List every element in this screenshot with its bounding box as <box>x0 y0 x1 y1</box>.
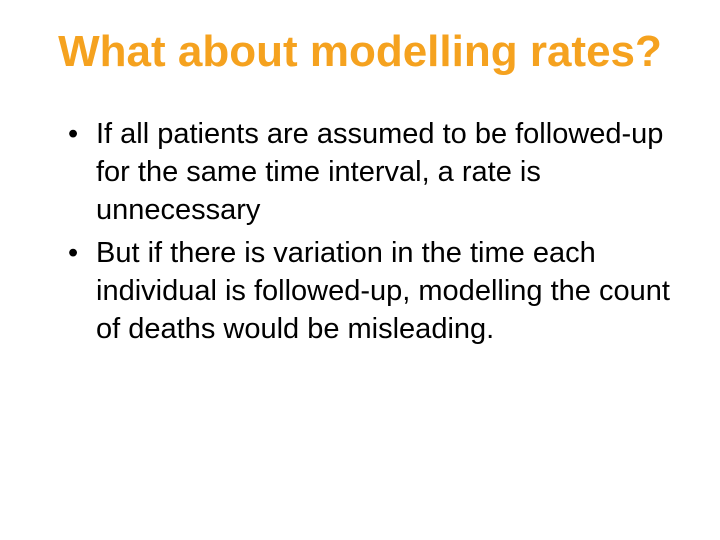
list-item: But if there is variation in the time ea… <box>68 235 676 348</box>
slide-title: What about modelling rates? <box>44 28 676 76</box>
list-item: If all patients are assumed to be follow… <box>68 116 676 229</box>
bullet-list: If all patients are assumed to be follow… <box>44 116 676 348</box>
